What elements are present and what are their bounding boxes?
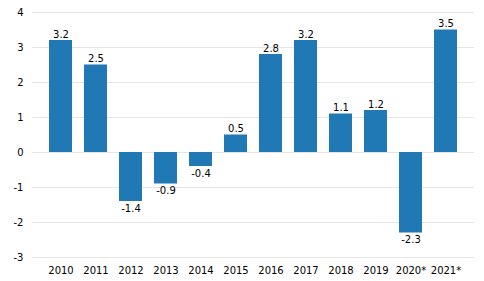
svg-text:2012: 2012 <box>118 265 143 276</box>
svg-text:2016: 2016 <box>258 265 283 276</box>
svg-text:2011: 2011 <box>83 265 108 276</box>
svg-text:-0.9: -0.9 <box>156 185 176 196</box>
svg-text:2015: 2015 <box>223 265 248 276</box>
svg-text:-3: -3 <box>14 252 24 263</box>
svg-text:2019: 2019 <box>363 265 388 276</box>
svg-text:-0.4: -0.4 <box>191 168 211 179</box>
svg-text:2021*: 2021* <box>431 265 461 276</box>
svg-text:2020*: 2020* <box>396 265 426 276</box>
svg-text:2018: 2018 <box>328 265 353 276</box>
svg-text:-2.3: -2.3 <box>401 234 421 245</box>
svg-text:2013: 2013 <box>153 265 178 276</box>
svg-text:4: 4 <box>17 7 23 18</box>
svg-text:-1.4: -1.4 <box>121 203 141 214</box>
svg-text:2014: 2014 <box>188 265 213 276</box>
svg-text:2: 2 <box>17 77 23 88</box>
svg-text:1.1: 1.1 <box>333 102 349 113</box>
svg-text:0.5: 0.5 <box>228 123 244 134</box>
svg-text:3.5: 3.5 <box>438 18 454 29</box>
svg-text:2.8: 2.8 <box>263 43 279 54</box>
svg-text:2.5: 2.5 <box>88 53 104 64</box>
svg-text:2017: 2017 <box>293 265 318 276</box>
svg-text:3.2: 3.2 <box>53 29 69 40</box>
svg-text:1.2: 1.2 <box>368 99 384 110</box>
svg-text:-1: -1 <box>14 182 24 193</box>
svg-text:-2: -2 <box>14 217 24 228</box>
svg-text:2010: 2010 <box>48 265 73 276</box>
svg-text:3: 3 <box>17 42 23 53</box>
svg-text:0: 0 <box>17 147 23 158</box>
svg-text:1: 1 <box>17 112 23 123</box>
svg-text:3.2: 3.2 <box>298 29 314 40</box>
